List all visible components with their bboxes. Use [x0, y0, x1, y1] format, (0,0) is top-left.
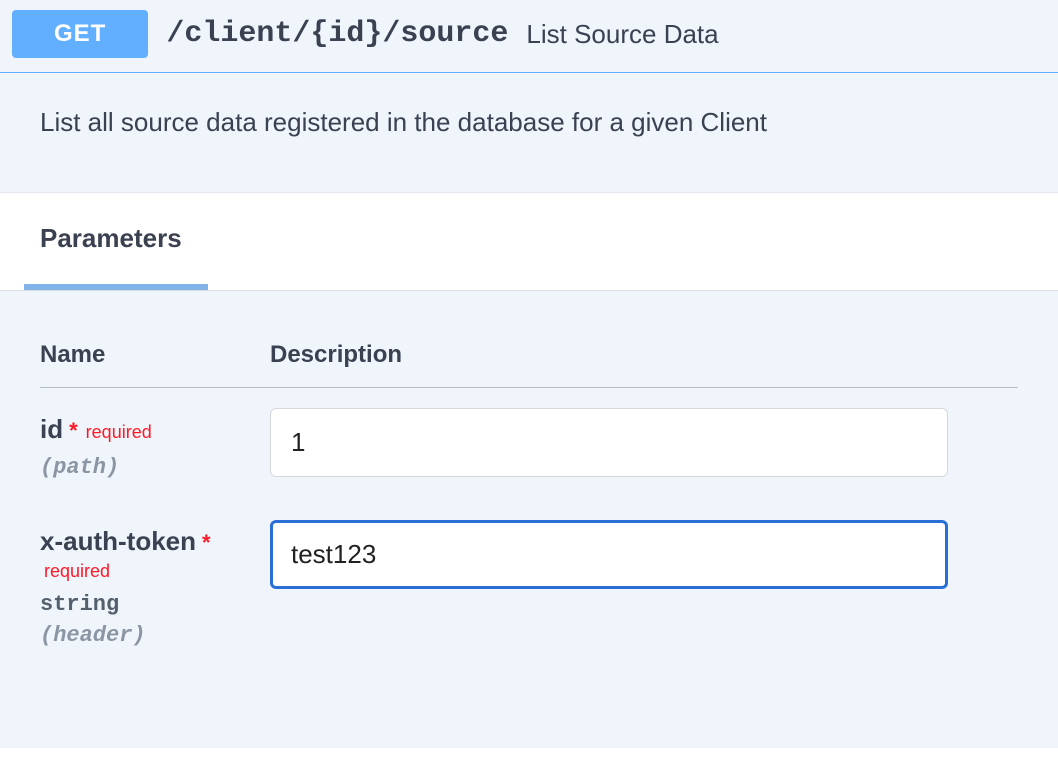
param-input-cell [270, 520, 1018, 589]
endpoint-header-bar: GET /client/{id}/source List Source Data [0, 0, 1058, 73]
param-input-id[interactable] [270, 408, 948, 477]
parameters-tab-section: Parameters [0, 192, 1058, 291]
param-in: (header) [40, 623, 270, 648]
param-input-cell [270, 408, 1018, 477]
param-name: id [40, 414, 63, 445]
parameters-tab-label: Parameters [40, 223, 182, 253]
endpoint-header[interactable]: GET /client/{id}/source List Source Data [0, 0, 1058, 72]
parameters-tab[interactable]: Parameters [40, 223, 182, 290]
parameters-table-header: Name Description [40, 341, 1018, 388]
param-input-x-auth-token[interactable] [270, 520, 948, 589]
param-in: (path) [40, 455, 270, 480]
required-label: required [86, 422, 152, 443]
required-star: * [69, 418, 78, 444]
endpoint-path: /client/{id}/source [166, 17, 508, 51]
endpoint-summary: List Source Data [526, 19, 718, 50]
parameters-body: Name Description id * required (path) x-… [0, 291, 1058, 748]
required-star: * [202, 530, 211, 556]
column-header-description: Description [270, 341, 1018, 369]
param-row-x-auth-token: x-auth-token * required string (header) [40, 520, 1018, 648]
param-row-id: id * required (path) [40, 408, 1018, 480]
param-name-cell: x-auth-token * required string (header) [40, 520, 270, 648]
http-method-badge: GET [12, 10, 148, 58]
param-type: string [40, 592, 270, 617]
required-label: required [44, 561, 110, 582]
endpoint-description: List all source data registered in the d… [40, 107, 1018, 138]
column-header-name: Name [40, 341, 270, 369]
tab-underline [24, 284, 208, 290]
endpoint-description-block: List all source data registered in the d… [0, 73, 1058, 192]
param-name: x-auth-token [40, 526, 196, 557]
param-name-cell: id * required (path) [40, 408, 270, 480]
